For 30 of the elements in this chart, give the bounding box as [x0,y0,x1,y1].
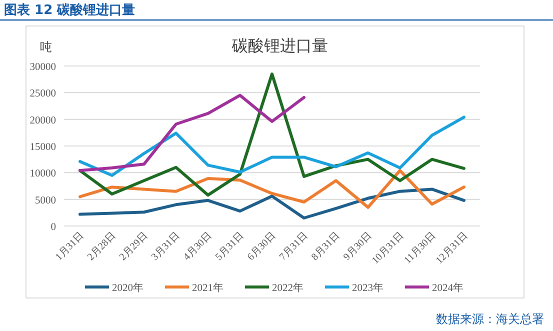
y-tick-label: 15000 [30,142,56,153]
chart-title: 碳酸锂进口量 [231,37,328,55]
text: 图表 12 碳酸锂进口量 [4,2,136,18]
legend-label: 2020年 [112,282,144,294]
y-tick-label: 20000 [30,115,56,126]
x-tick-label: 1月31日 [54,230,86,263]
source-note: 数据来源：海关总署 [436,312,544,326]
line-series [78,116,466,177]
legend-label: 2022年 [272,282,304,294]
line-series [78,94,306,172]
line-series [78,169,466,209]
legend-label: 2023年 [352,282,384,294]
y-tick-label: 25000 [30,88,56,100]
x-tick-label: 2月29日 [118,230,150,263]
legend-label: 2024年 [432,282,464,294]
x-tick-label: 3月31日 [150,230,182,263]
x-tick-label: 5月31日 [214,230,246,263]
x-tick-label: 6月30日 [246,230,278,263]
y-tick-label: 5000 [35,195,56,206]
x-tick-label: 2月28日 [86,230,118,263]
y-tick-label: 10000 [30,168,56,180]
x-tick-label: 4月30日 [182,230,214,263]
y-tick-label: 0 [50,222,56,233]
y-axis-title: 吨 [40,40,52,54]
line-series [78,188,466,220]
line-series [78,72,466,197]
x-tick-label: 8月31日 [310,230,342,263]
y-tick-label: 30000 [30,62,56,73]
x-tick-label: 7月31日 [278,230,310,263]
legend-label: 2021年 [192,282,224,294]
